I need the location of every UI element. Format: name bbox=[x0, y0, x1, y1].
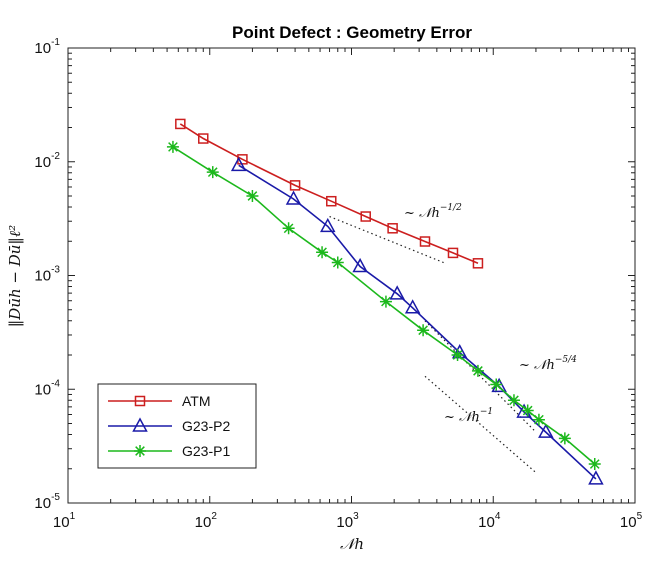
slope-annotation: ~ 𝒩h−1 bbox=[444, 407, 493, 425]
x-tick-label: 102 bbox=[195, 511, 218, 531]
data-point-atm bbox=[387, 223, 398, 234]
y-tick-label: 10-3 bbox=[34, 265, 60, 285]
data-point-g23-p2 bbox=[389, 285, 405, 300]
data-point-g23-p2 bbox=[538, 423, 554, 438]
slope-guide-line bbox=[329, 215, 446, 264]
data-point-g23-p1 bbox=[451, 349, 464, 362]
y-axis-label: ‖Dūh − Dū‖ℓ² bbox=[6, 225, 24, 327]
data-point-g23-p2 bbox=[588, 470, 604, 485]
legend-marker bbox=[134, 395, 146, 407]
x-tick-label: 103 bbox=[336, 511, 359, 531]
x-axis-label: 𝒩h bbox=[340, 535, 364, 553]
legend-label: ATM bbox=[182, 393, 211, 409]
plot-area: 101 102 103 104 105 10-5 10-4 10-3 10-2 10-1 ~ 𝒩h−… bbox=[34, 37, 642, 531]
data-point-g23-p1 bbox=[521, 404, 534, 417]
data-point-g23-p1 bbox=[246, 189, 259, 202]
data-point-g23-p1 bbox=[331, 256, 344, 269]
legend-label: G23-P1 bbox=[182, 443, 230, 459]
slope-annotation: ~ 𝒩h−1/2 bbox=[404, 203, 462, 221]
slope-guide-line bbox=[424, 320, 537, 433]
x-tick-label: 101 bbox=[53, 511, 76, 531]
data-point-g23-p1 bbox=[166, 140, 179, 153]
data-point-g23-p1 bbox=[588, 458, 601, 471]
data-point-atm bbox=[472, 258, 484, 269]
data-point-atm bbox=[326, 195, 337, 207]
data-point-g23-p2 bbox=[352, 257, 368, 273]
chart-title: Point Defect : Geometry Error bbox=[232, 23, 472, 42]
data-point-g23-p1 bbox=[532, 413, 545, 426]
data-point-g23-p1 bbox=[316, 246, 329, 259]
series-line-atm bbox=[179, 123, 479, 265]
data-point-atm bbox=[289, 180, 301, 191]
y-tick-label: 10-4 bbox=[34, 378, 60, 398]
legend-label: G23-P2 bbox=[182, 418, 230, 434]
data-point-g23-p1 bbox=[471, 364, 484, 377]
legend: ATM G23-P2 G23-P1 bbox=[97, 383, 257, 469]
data-point-atm bbox=[175, 118, 186, 130]
data-point-g23-p2 bbox=[230, 156, 247, 172]
data-point-g23-p1 bbox=[206, 166, 219, 179]
y-tick-label: 10-5 bbox=[34, 492, 60, 512]
data-point-atm bbox=[360, 211, 371, 222]
data-point-atm bbox=[198, 133, 209, 144]
legend-marker bbox=[134, 445, 146, 457]
data-point-g23-p1 bbox=[282, 222, 295, 235]
slope-annotation: ~ 𝒩h−5/4 bbox=[519, 355, 577, 373]
series-line-g23-p2 bbox=[238, 164, 597, 480]
data-point-g23-p2 bbox=[404, 299, 421, 314]
data-point-g23-p2 bbox=[285, 190, 302, 205]
series-line-g23-p1 bbox=[172, 146, 596, 465]
data-point-g23-p1 bbox=[558, 432, 571, 445]
y-tick-label: 10-2 bbox=[34, 151, 60, 171]
data-point-atm bbox=[419, 236, 431, 247]
data-point-g23-p1 bbox=[490, 378, 503, 391]
y-tick-label: 10-1 bbox=[34, 37, 60, 57]
data-point-g23-p1 bbox=[507, 394, 520, 407]
data-point-atm bbox=[447, 247, 459, 259]
data-point-g23-p1 bbox=[417, 324, 430, 337]
x-tick-label: 105 bbox=[620, 511, 643, 531]
data-point-g23-p2 bbox=[319, 217, 336, 233]
legend-marker bbox=[132, 417, 148, 432]
x-tick-label: 104 bbox=[478, 511, 501, 531]
slope-guide-line bbox=[424, 375, 537, 474]
data-point-g23-p1 bbox=[379, 295, 392, 308]
